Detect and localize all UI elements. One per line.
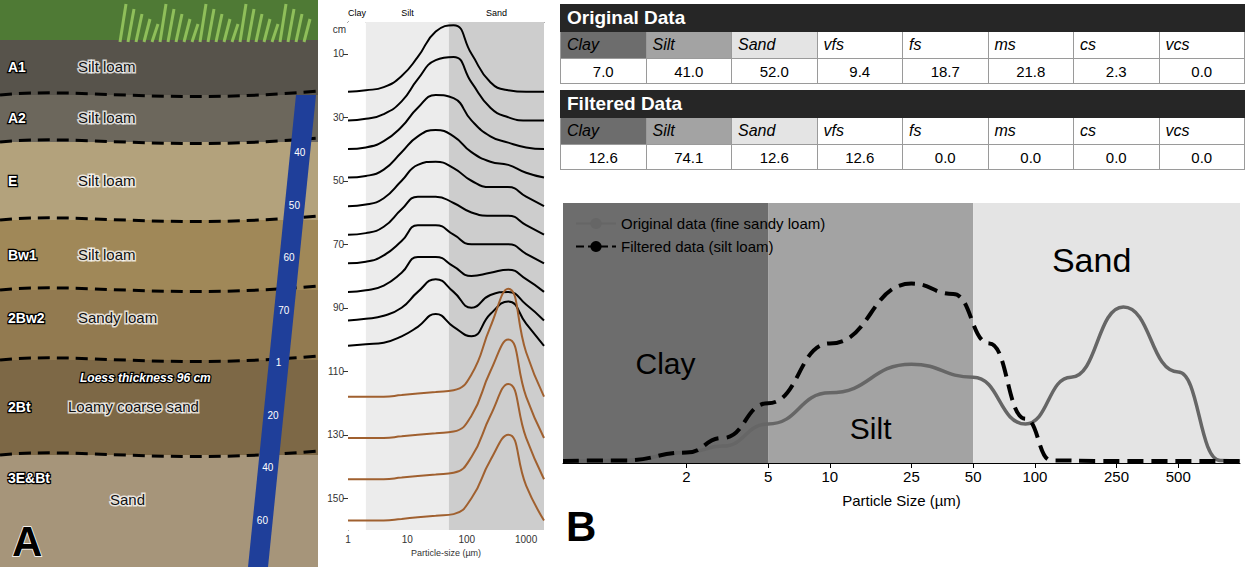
html-text:vfs: vfs bbox=[823, 36, 844, 53]
svg-text:250: 250 bbox=[1104, 468, 1129, 485]
svg-text:30: 30 bbox=[333, 112, 345, 123]
svg-text:Bw1: Bw1 bbox=[8, 247, 37, 263]
svg-text:70: 70 bbox=[333, 239, 345, 250]
html-text:12.6: 12.6 bbox=[588, 148, 618, 166]
svg-text:2: 2 bbox=[682, 468, 690, 485]
svg-text:Silt: Silt bbox=[850, 412, 892, 445]
svg-text:A: A bbox=[12, 518, 42, 565]
svg-text:25: 25 bbox=[903, 468, 920, 485]
svg-text:130: 130 bbox=[327, 429, 344, 440]
svg-text:50: 50 bbox=[333, 175, 345, 186]
html-text:74.1: 74.1 bbox=[674, 148, 704, 166]
html-text:12.6: 12.6 bbox=[759, 148, 789, 166]
html-text:Sand: Sand bbox=[738, 36, 776, 53]
svg-text:2Bt: 2Bt bbox=[8, 399, 31, 415]
html-text:0.0: 0.0 bbox=[1020, 148, 1042, 166]
svg-text:3E&Bt: 3E&Bt bbox=[8, 470, 50, 486]
html-text:fs: fs bbox=[909, 36, 922, 53]
html-text:0.0: 0.0 bbox=[1191, 62, 1213, 80]
svg-text:150: 150 bbox=[327, 493, 344, 504]
svg-text:50: 50 bbox=[289, 200, 301, 211]
html-text:ms: ms bbox=[994, 36, 1016, 53]
svg-text:40: 40 bbox=[294, 147, 306, 158]
svg-text:Original data (fine sandy loam: Original data (fine sandy loam) bbox=[621, 215, 825, 232]
svg-text:2Bw2: 2Bw2 bbox=[8, 310, 45, 326]
svg-text:Silt loam: Silt loam bbox=[78, 58, 136, 75]
html-text:ms: ms bbox=[994, 122, 1016, 139]
svg-text:Filtered data (silt loam): Filtered data (silt loam) bbox=[621, 238, 774, 255]
html-text:52.0: 52.0 bbox=[759, 62, 789, 80]
html-text:vcs: vcs bbox=[1165, 122, 1190, 139]
svg-text:40: 40 bbox=[262, 462, 274, 473]
html-text:Clay: Clay bbox=[567, 36, 599, 53]
svg-text:E: E bbox=[8, 173, 17, 189]
svg-text:110: 110 bbox=[328, 366, 344, 377]
html-text:vfs: vfs bbox=[823, 122, 844, 139]
html-text:9.4: 9.4 bbox=[849, 62, 871, 80]
svg-text:5: 5 bbox=[764, 468, 772, 485]
svg-text:Sandy loam: Sandy loam bbox=[78, 309, 157, 326]
svg-text:60: 60 bbox=[257, 515, 269, 526]
svg-text:A2: A2 bbox=[8, 110, 26, 126]
html-text:0.0: 0.0 bbox=[934, 148, 956, 166]
svg-text:Loess thickness 96 cm: Loess thickness 96 cm bbox=[80, 371, 211, 385]
svg-text:1: 1 bbox=[345, 534, 351, 545]
svg-text:20: 20 bbox=[268, 410, 280, 421]
html-text:cs: cs bbox=[1080, 122, 1096, 139]
html-text:Original Data: Original Data bbox=[567, 7, 686, 28]
svg-text:60: 60 bbox=[284, 252, 296, 263]
svg-text:500: 500 bbox=[1166, 468, 1191, 485]
svg-text:Silt loam: Silt loam bbox=[78, 246, 136, 263]
html-text:Filtered Data: Filtered Data bbox=[567, 93, 683, 114]
html-text:7.0: 7.0 bbox=[592, 62, 614, 80]
svg-text:Particle Size (µm): Particle Size (µm) bbox=[842, 492, 961, 509]
html-text:0.0: 0.0 bbox=[1191, 148, 1213, 166]
svg-text:1000: 1000 bbox=[515, 534, 538, 545]
html-text:0.0: 0.0 bbox=[1105, 148, 1127, 166]
html-text:Sand: Sand bbox=[738, 122, 776, 139]
svg-text:Silt loam: Silt loam bbox=[78, 109, 136, 126]
html-text:21.8: 21.8 bbox=[1016, 62, 1046, 80]
svg-text:Sand: Sand bbox=[486, 8, 507, 18]
svg-text:Silt loam: Silt loam bbox=[78, 172, 136, 189]
svg-text:100: 100 bbox=[1022, 468, 1047, 485]
svg-text:10: 10 bbox=[333, 48, 345, 59]
svg-text:Particle-size (µm): Particle-size (µm) bbox=[411, 548, 481, 558]
svg-text:70: 70 bbox=[278, 305, 290, 316]
html-text:Clay: Clay bbox=[567, 122, 599, 139]
html-text:B: B bbox=[566, 503, 597, 550]
svg-text:1: 1 bbox=[276, 357, 282, 368]
svg-text:cm: cm bbox=[333, 24, 346, 35]
svg-text:10: 10 bbox=[821, 468, 838, 485]
svg-text:Clay: Clay bbox=[636, 347, 696, 380]
svg-text:Clay: Clay bbox=[348, 8, 367, 18]
svg-text:Silt: Silt bbox=[401, 8, 414, 18]
html-text:vcs: vcs bbox=[1165, 36, 1190, 53]
svg-text:100: 100 bbox=[458, 534, 475, 545]
svg-text:90: 90 bbox=[333, 302, 345, 313]
html-text:18.7: 18.7 bbox=[930, 62, 960, 80]
html-text:2.3: 2.3 bbox=[1105, 62, 1127, 80]
svg-text:A1: A1 bbox=[8, 59, 26, 75]
html-text:Silt: Silt bbox=[652, 122, 675, 139]
html-text:cs: cs bbox=[1080, 36, 1096, 53]
html-text:12.6: 12.6 bbox=[845, 148, 875, 166]
svg-text:Sand: Sand bbox=[110, 491, 145, 508]
svg-text:10: 10 bbox=[402, 534, 414, 545]
svg-text:Loamy coarse sand: Loamy coarse sand bbox=[68, 398, 199, 415]
html-text:Silt: Silt bbox=[652, 36, 675, 53]
svg-text:50: 50 bbox=[965, 468, 982, 485]
svg-text:Sand: Sand bbox=[1052, 241, 1131, 279]
html-text:41.0: 41.0 bbox=[674, 62, 704, 80]
html-text:fs: fs bbox=[909, 122, 922, 139]
